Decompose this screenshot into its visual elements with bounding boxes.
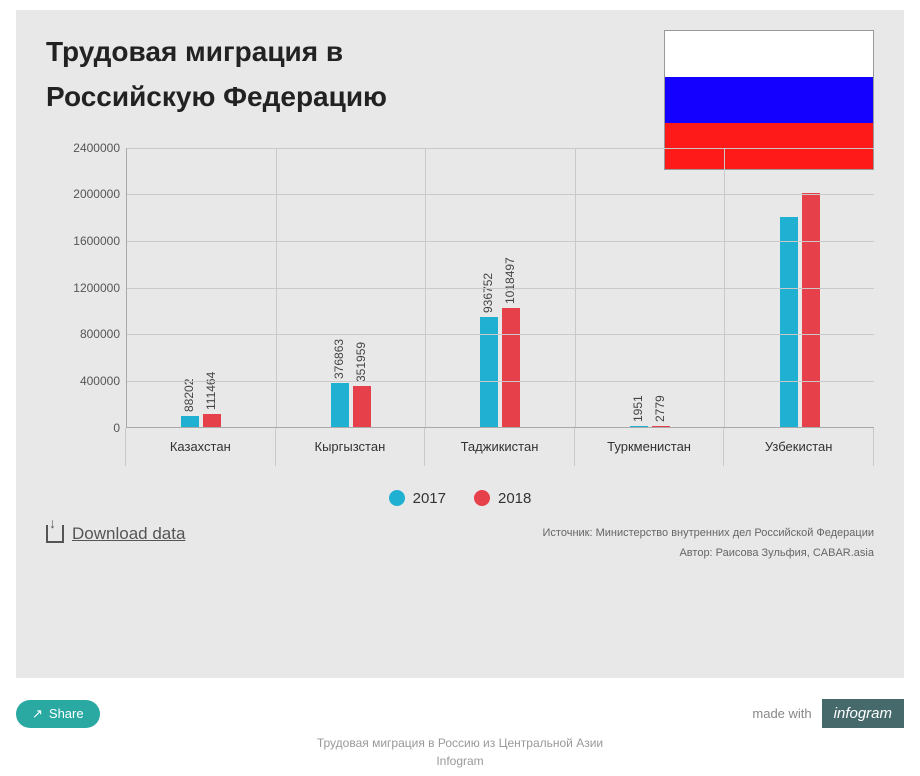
- bar-value-label: 1018497: [503, 257, 517, 304]
- madewith-label: made with: [752, 706, 811, 721]
- bar: [780, 217, 798, 427]
- bar-value-label: 376863: [332, 339, 346, 379]
- y-tick-label: 400000: [80, 374, 120, 388]
- bar: [802, 193, 820, 426]
- legend-item: 2017: [389, 490, 446, 507]
- bar-value-label: 1951: [631, 396, 645, 423]
- flag-stripe-white: [665, 31, 873, 77]
- bar-value-label: 111464: [204, 371, 218, 409]
- legend-label: 2017: [413, 490, 446, 507]
- flag-stripe-blue: [665, 77, 873, 123]
- bar: 376863: [331, 383, 349, 427]
- bar: 351959: [353, 386, 371, 427]
- download-label: Download data: [72, 524, 185, 544]
- x-tick-label: Кыргызстан: [275, 428, 426, 466]
- legend: 2017 2018: [46, 490, 874, 511]
- legend-swatch: [474, 490, 490, 506]
- made-with[interactable]: made with infogram: [752, 699, 904, 728]
- gridline: [127, 288, 874, 289]
- gridline: [127, 241, 874, 242]
- bar-value-label: 936752: [481, 273, 495, 313]
- infogram-logo: infogram: [822, 699, 904, 728]
- x-axis-labels: КазахстанКыргызстанТаджикистанТуркменист…: [126, 428, 874, 466]
- legend-item: 2018: [474, 490, 531, 507]
- source-block: Источник: Министерство внутренних дел Ро…: [543, 524, 874, 564]
- download-data-link[interactable]: Download data: [46, 524, 185, 544]
- caption-line2: Infogram: [0, 752, 920, 770]
- legend-label: 2018: [498, 490, 531, 507]
- x-tick-label: Казахстан: [125, 428, 276, 466]
- chart-title: Трудовая миграция в Российскую Федерацию: [46, 30, 466, 120]
- gridline: [127, 334, 874, 335]
- footer-row: ↗ Share made with infogram: [16, 699, 904, 728]
- legend-swatch: [389, 490, 405, 506]
- gridline: [127, 381, 874, 382]
- bar: 111464: [203, 414, 221, 427]
- gridline: [127, 194, 874, 195]
- y-axis: 0400000800000120000016000002000000240000…: [46, 148, 126, 428]
- caption: Трудовая миграция в Россию из Центрально…: [0, 734, 920, 770]
- author-text: Автор: Раисова Зульфия, CABAR.asia: [543, 544, 874, 564]
- source-text: Источник: Министерство внутренних дел Ро…: [543, 524, 874, 544]
- y-tick-label: 800000: [80, 327, 120, 341]
- share-button[interactable]: ↗ Share: [16, 700, 100, 728]
- share-icon: ↗: [32, 706, 43, 722]
- bar: 88202: [181, 416, 199, 426]
- x-tick-label: Таджикистан: [424, 428, 575, 466]
- y-tick-label: 1200000: [73, 281, 120, 295]
- y-tick-label: 2400000: [73, 141, 120, 155]
- y-tick-label: 1600000: [73, 234, 120, 248]
- bar-value-label: 351959: [354, 342, 368, 382]
- caption-line1: Трудовая миграция в Россию из Центрально…: [0, 734, 920, 752]
- download-icon: [46, 525, 64, 543]
- bar-value-label: 88202: [182, 379, 196, 412]
- infographic-card: Трудовая миграция в Российскую Федерацию…: [16, 10, 904, 678]
- y-tick-label: 0: [113, 421, 120, 435]
- bar-chart: 0400000800000120000016000002000000240000…: [46, 148, 874, 478]
- gridline: [127, 148, 874, 149]
- share-label: Share: [49, 706, 84, 721]
- bar-value-label: 2779: [653, 396, 667, 423]
- y-tick-label: 2000000: [73, 187, 120, 201]
- bar: 1018497: [502, 308, 520, 427]
- plot-area: 8820211146437686335195993675210184971951…: [126, 148, 874, 428]
- x-tick-label: Туркменистан: [574, 428, 725, 466]
- x-tick-label: Узбекистан: [723, 428, 874, 466]
